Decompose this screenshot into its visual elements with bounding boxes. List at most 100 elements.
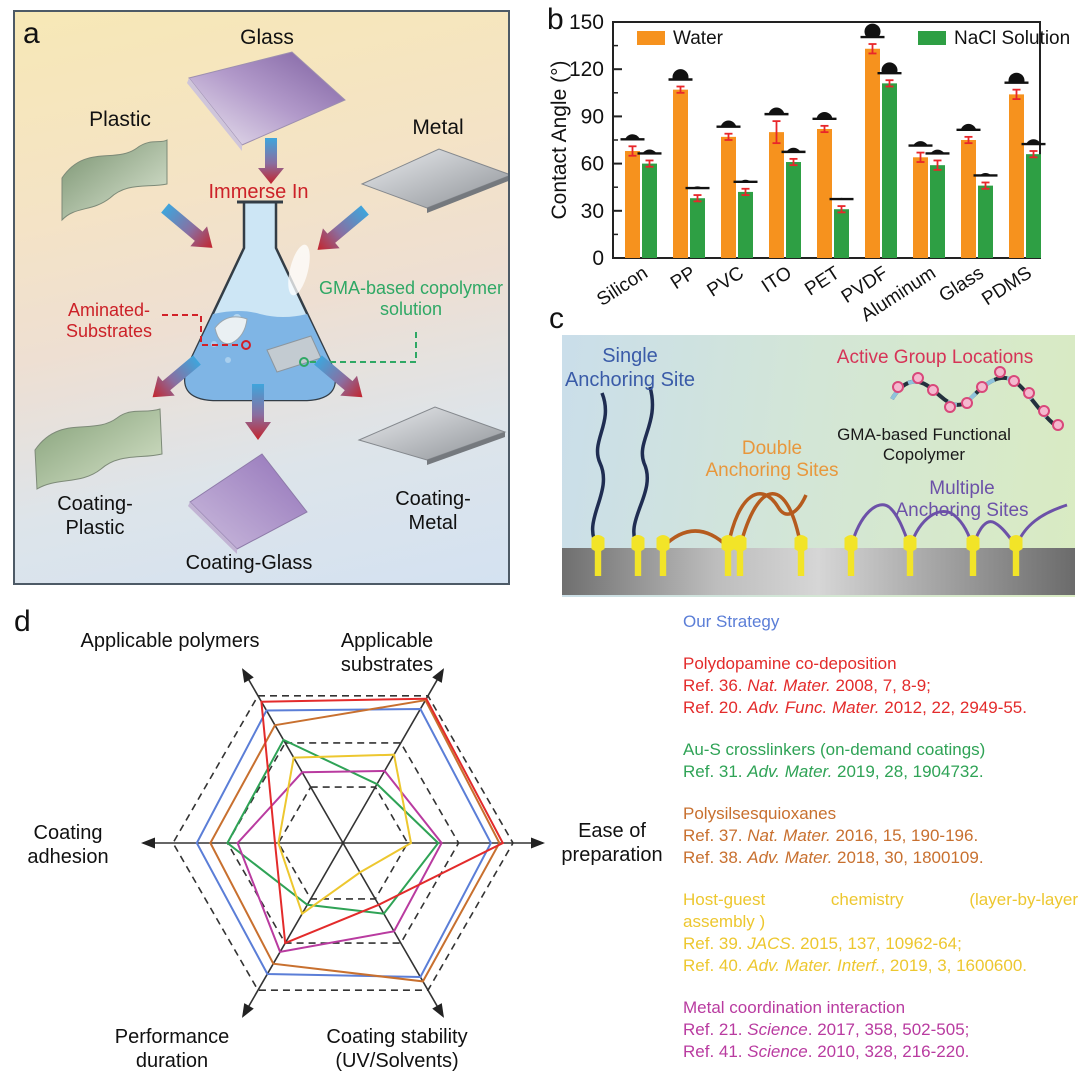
radar-legend-series-name: assembly ): [683, 912, 766, 931]
arrow-flask-to-metal: [314, 355, 363, 398]
radar-legend-group: Polysilsesquioxanes Ref. 37. Nat. Mater. …: [683, 803, 1078, 869]
bar-water-pet: [817, 128, 832, 258]
radar-legend-series-name: Host-guest chemistry (layer-by-layer: [683, 890, 1078, 909]
bar-water-pp: [673, 89, 688, 258]
radar-legend-reference: Ref. 37. Nat. Mater. 2016, 15, 190-196.: [683, 826, 979, 845]
radar-legend-reference: Ref. 39. JACS. 2015, 137, 10962-64;: [683, 934, 962, 953]
category-label: PET: [801, 262, 844, 300]
y-tick-label: 30: [581, 200, 604, 223]
coating-plastic-sheet: [34, 408, 163, 490]
panel-b-label: b: [547, 3, 564, 36]
droplet-icon: [864, 23, 881, 38]
bar-water-ito: [769, 132, 784, 258]
radar-legend-group: Metal coordination interaction Ref. 21. S…: [683, 997, 1078, 1063]
arrow-metal-to-flask: [317, 205, 369, 250]
bar-water-silicon: [625, 151, 640, 258]
panel-c-label: c: [549, 302, 564, 335]
radar-legend-reference: Ref. 38. Adv. Mater. 2018, 30, 1800109.: [683, 848, 984, 867]
radar-series-polydopamine-co-deposition: [260, 697, 505, 945]
metal-sheet: [360, 148, 508, 213]
legend-label-water: Water: [673, 28, 724, 49]
droplet-icon: [1026, 139, 1041, 145]
radar-legend-group: Au-S crosslinkers (on-demand coatings) Re…: [683, 739, 1078, 783]
droplet-icon: [672, 69, 689, 80]
panel-c-anchoring-schematic: Single Anchoring Site Active Group Locat…: [562, 335, 1075, 597]
bar-water-glass: [961, 140, 976, 258]
y-tick-label: 0: [592, 247, 604, 270]
panel-a-graphics: [34, 51, 508, 554]
arrow-flask-to-glass: [245, 384, 271, 440]
bar-water-pdms: [1009, 94, 1024, 258]
radar-axis-coating-stability: Coating stability (UV/Solvents): [326, 1026, 468, 1072]
coating-plastic-label: Coating-Plastic: [57, 493, 133, 539]
arrow-glass-to-flask: [258, 138, 284, 184]
category-label: PVC: [704, 263, 748, 302]
legend-swatch-water: [637, 31, 665, 45]
aminated-substrates-label: Aminated- Substrates: [65, 300, 153, 342]
radar-legend-reference: Ref. 40. Adv. Mater. Interf., 2019, 3, 1…: [683, 956, 1028, 975]
radar-axis-arrowhead: [242, 668, 254, 683]
plastic-label: Plastic: [89, 108, 151, 131]
droplet-icon: [1008, 72, 1025, 83]
radar-axis-arrowhead: [141, 837, 155, 849]
active-group-markers: [892, 366, 1064, 431]
droplet-icon: [720, 120, 737, 127]
droplet-icon: [642, 149, 657, 154]
radar-series-host-guest-chemistry-layer-by-layer-assembly-: [277, 753, 413, 916]
copolymer-wave: [890, 375, 1062, 431]
substrate-bar: [562, 548, 1075, 595]
bar-nacl-solution-pvdf: [882, 83, 897, 258]
bar-water-pvc: [721, 136, 736, 258]
radar-legend-series-name: Polydopamine co-deposition: [683, 654, 897, 673]
radar-legend-reference: Ref. 41. Science. 2010, 328, 216-220.: [683, 1042, 970, 1061]
plastic-sheet: [61, 139, 168, 222]
radar-axis-applicable-polymers: Applicable polymers: [80, 630, 260, 652]
category-label: PDMS: [978, 263, 1035, 311]
y-tick-label: 150: [569, 11, 604, 34]
radar-series-our-strategy: [195, 707, 493, 979]
radar-legend-reference: Ref. 20. Adv. Func. Mater. 2012, 22, 294…: [683, 698, 1027, 717]
panel-d-label: d: [14, 605, 31, 638]
radar-legend-series-name: Polysilsesquioxanes: [683, 804, 837, 823]
radar-legend-reference: Ref. 36. Nat. Mater. 2008, 7, 8-9;: [683, 676, 931, 695]
droplet-icon: [786, 147, 801, 152]
droplet-icon: [913, 141, 928, 146]
bar-nacl-solution-pvc: [738, 191, 753, 258]
arrow-plastic-to-flask: [161, 203, 213, 248]
y-tick-label: 60: [581, 153, 604, 176]
coating-glass-sheet: [188, 453, 308, 554]
radar-axis-ease-of-preparation: Ease of preparation: [561, 820, 663, 866]
radar-axis-arrowhead: [242, 1003, 254, 1018]
radar-axis-performance-duration: Performance duration: [114, 1026, 230, 1072]
droplet-icon: [960, 123, 977, 130]
category-label: ITO: [758, 263, 796, 298]
bar-nacl-solution-pet: [834, 209, 849, 258]
legend-label-nacl: NaCl Solution: [954, 28, 1070, 49]
radar-axis-arrowhead: [432, 1003, 444, 1018]
radar-axis-arrowhead: [432, 668, 444, 683]
anchor-pins: [591, 535, 1023, 576]
droplet-icon: [881, 62, 898, 74]
y-tick-label: 120: [569, 58, 604, 81]
legend-swatch-nacl: [918, 31, 946, 45]
bar-water-aluminum: [913, 157, 928, 258]
radar-legend-series-name: Au-S crosslinkers (on-demand coatings): [683, 740, 986, 759]
coating-glass-label: Coating-Glass: [185, 552, 313, 574]
radar-series-polysilsesquioxanes: [209, 699, 501, 983]
gma-connector-line: [309, 332, 417, 363]
bar-water-pvdf: [865, 48, 880, 258]
immerse-in-label: Immerse In: [208, 181, 309, 203]
metal-label: Metal: [412, 116, 464, 139]
droplet-icon: [692, 186, 703, 189]
bar-nacl-solution-pdms: [1026, 154, 1041, 258]
coating-metal-label: Coating-Metal: [395, 488, 471, 534]
radar-legend-group: Our Strategy: [683, 611, 1078, 633]
panel-c-graphics: [562, 366, 1075, 595]
arrow-flask-to-plastic: [152, 355, 201, 398]
radar-series-metal-coordination-interaction: [236, 769, 443, 954]
radar-legend: Our Strategy Polydopamine co-deposition Re…: [683, 611, 1078, 1083]
strategy-radar-chart: [141, 668, 545, 1018]
aminated-connector-line: [162, 314, 241, 346]
radar-legend-reference: Ref. 21. Science. 2017, 358, 502-505;: [683, 1020, 970, 1039]
